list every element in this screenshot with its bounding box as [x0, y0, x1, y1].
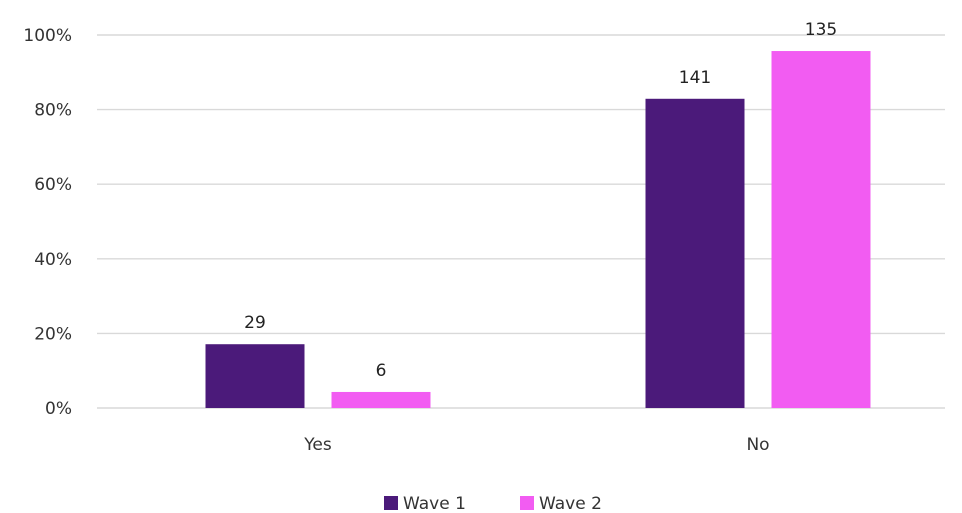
bar-wave-2-yes: [331, 391, 431, 408]
legend-swatch: [384, 496, 398, 510]
y-tick-label: 40%: [34, 250, 72, 270]
data-label: 6: [376, 361, 387, 381]
y-tick-label: 80%: [34, 101, 72, 121]
x-axis-category-labels: Yes No: [303, 435, 769, 455]
legend-label: Wave 2: [539, 494, 602, 513]
y-axis-tick-labels: 0% 20% 40% 60% 80% 100%: [23, 26, 72, 419]
bar-wave-1-no: [645, 98, 745, 409]
legend: Wave 1 Wave 2: [384, 494, 602, 513]
data-labels: 29 141 6 135: [244, 20, 837, 381]
x-category-label: No: [746, 435, 769, 455]
bars: [205, 51, 871, 409]
y-tick-label: 100%: [23, 26, 72, 46]
legend-swatch: [520, 496, 534, 510]
y-tick-label: 20%: [34, 324, 72, 344]
data-label: 29: [244, 313, 266, 333]
legend-label: Wave 1: [403, 494, 466, 513]
data-label: 141: [679, 68, 711, 88]
y-tick-label: 0%: [45, 399, 72, 419]
bar-wave-1-yes: [205, 344, 305, 408]
y-tick-label: 60%: [34, 175, 72, 195]
data-label: 135: [805, 20, 837, 40]
x-category-label: Yes: [303, 435, 332, 455]
bar-wave-2-no: [771, 51, 871, 408]
